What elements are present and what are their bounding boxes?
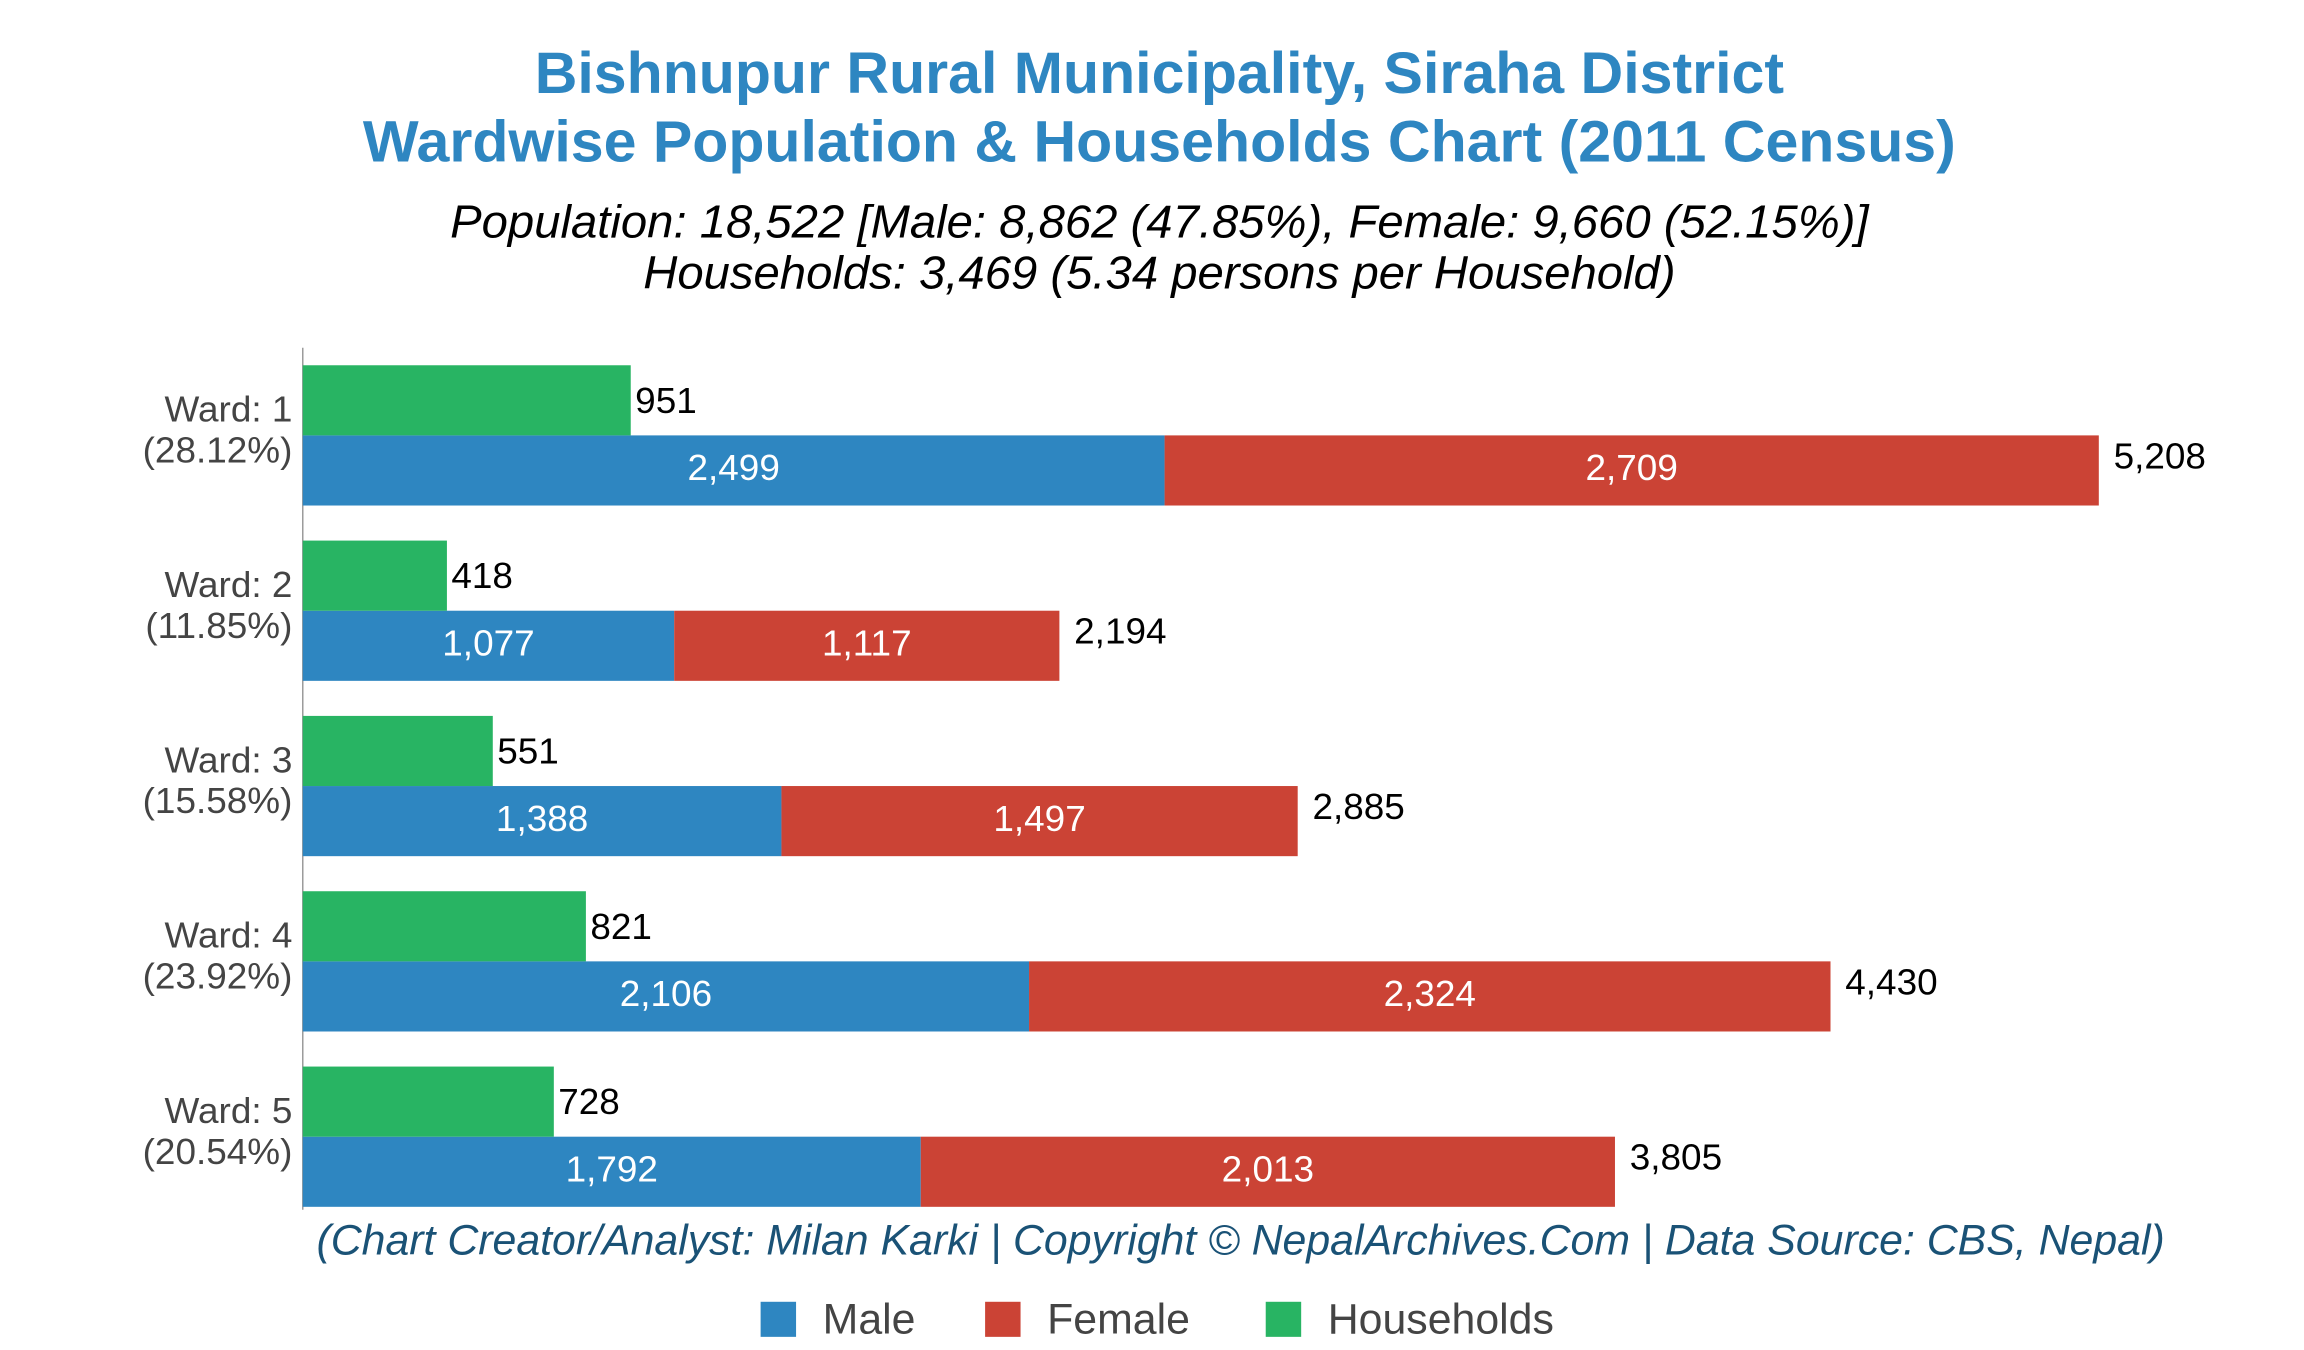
legend-swatch [985, 1301, 1021, 1337]
chart-subtitle: Households: 3,469 (5.34 persons per Hous… [643, 246, 1675, 299]
bar [1164, 435, 2099, 506]
y-tick-label: Ward: 4 [165, 915, 293, 956]
total-label: 5,208 [2114, 436, 2206, 477]
bar [302, 610, 675, 681]
y-tick-label: Ward: 2 [165, 564, 293, 605]
bar [302, 891, 586, 962]
data-label: 2,709 [1586, 447, 1678, 488]
data-label: 728 [558, 1081, 620, 1122]
bar [302, 1066, 554, 1137]
data-label: 1,077 [442, 623, 534, 664]
data-label: 951 [635, 380, 697, 421]
y-tick-label: Ward: 3 [165, 739, 293, 780]
legend-label: Female [1047, 1296, 1190, 1344]
y-tick-label: (15.58%) [143, 780, 293, 821]
legend-swatch [1265, 1301, 1302, 1337]
bar [302, 715, 493, 787]
bar [302, 540, 447, 611]
bar [302, 1136, 921, 1207]
data-label: 1,117 [822, 623, 912, 664]
data-label: 1,388 [496, 798, 588, 839]
total-label: 4,430 [1845, 962, 1937, 1003]
bar [302, 365, 631, 436]
footer: (Chart Creator/Analyst: Milan Karki | Co… [316, 1217, 2164, 1265]
chart-title: Bishnupur Rural Municipality, Siraha Dis… [535, 41, 1784, 106]
bar [920, 1136, 1615, 1207]
y-tick-label: (11.85%) [145, 605, 292, 646]
y-tick-label: Ward: 5 [165, 1090, 293, 1131]
data-label: 418 [451, 555, 513, 596]
y-tick-label: Ward: 1 [165, 389, 293, 430]
legend-label: Households [1328, 1296, 1554, 1344]
data-label: 2,324 [1384, 973, 1476, 1014]
y-tick-label: (23.92%) [143, 956, 293, 997]
total-label: 3,805 [1630, 1137, 1722, 1178]
bar [1029, 961, 1831, 1032]
data-label: 2,013 [1222, 1149, 1314, 1190]
bar [302, 786, 782, 857]
total-label: 2,885 [1312, 786, 1404, 827]
legend-swatch [760, 1301, 797, 1337]
data-label: 551 [497, 731, 559, 772]
bar [781, 786, 1298, 857]
data-label: 1,497 [993, 798, 1085, 839]
total-label: 2,194 [1074, 611, 1166, 652]
legend-label: Male [823, 1296, 916, 1344]
bar [302, 961, 1030, 1032]
chart-title: Wardwise Population & Households Chart (… [363, 110, 1956, 175]
bar [674, 610, 1060, 681]
bar [302, 435, 1165, 506]
data-label: 2,106 [620, 973, 712, 1014]
data-label: 2,499 [687, 447, 779, 488]
y-tick-label: (28.12%) [143, 430, 293, 471]
chart-subtitle: Population: 18,522 [Male: 8,862 (47.85%)… [450, 195, 1869, 248]
data-label: 1,792 [566, 1149, 658, 1190]
data-label: 821 [590, 906, 652, 947]
y-tick-label: (20.54%) [143, 1131, 293, 1172]
